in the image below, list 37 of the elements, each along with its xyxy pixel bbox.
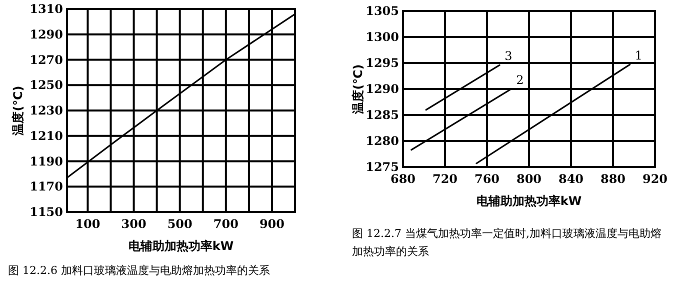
y-tick-label: 1280 xyxy=(366,134,399,148)
x-axis-title: 电辅助加热功率kW xyxy=(476,194,582,208)
y-tick-label: 1310 xyxy=(30,2,63,16)
x-tick-label: 100 xyxy=(75,217,100,231)
x-tick-label: 500 xyxy=(167,217,192,231)
x-tick-label: 840 xyxy=(558,172,584,186)
y-tick-label: 1170 xyxy=(30,180,63,194)
y-tick-label: 1300 xyxy=(366,30,399,44)
x-tick-label: 300 xyxy=(121,217,146,231)
y-tick-label: 1285 xyxy=(366,108,399,122)
x-axis-title: 电辅助加热功率kW xyxy=(128,239,234,253)
y-axis-title: 温度(℃) xyxy=(351,64,365,115)
x-tick-label: 760 xyxy=(474,172,500,186)
y-axis-title: 温度(℃) xyxy=(11,86,25,136)
x-tick-label: 900 xyxy=(259,217,284,231)
caption: 图 12.2.6 加料口玻璃液温度与电助熔加热功率的关系 xyxy=(8,263,271,279)
x-tick-label: 680 xyxy=(390,172,416,186)
series-label: 2 xyxy=(516,73,524,87)
y-tick-label: 1305 xyxy=(366,4,399,18)
y-tick-label: 1150 xyxy=(30,205,63,219)
x-tick-label: 700 xyxy=(213,217,238,231)
series-label: 3 xyxy=(504,49,512,64)
x-tick-label: 800 xyxy=(516,172,542,186)
y-tick-label: 1290 xyxy=(366,82,399,96)
x-tick-label: 920 xyxy=(642,172,668,186)
y-tick-label: 1190 xyxy=(30,154,63,168)
y-tick-label: 1275 xyxy=(366,160,399,174)
y-tick-label: 1290 xyxy=(30,27,63,42)
series-label: 1 xyxy=(634,48,642,63)
y-tick-label: 1250 xyxy=(30,78,63,92)
x-tick-label: 720 xyxy=(432,172,458,186)
y-tick-label: 1295 xyxy=(366,56,399,70)
y-tick-label: 1230 xyxy=(30,104,63,118)
y-tick-label: 1210 xyxy=(30,128,63,143)
caption: 图 12.2.7 当煤气加热功率一定值时,加料口玻璃液温度与电助熔加热功率的关系 xyxy=(352,226,662,260)
y-tick-label: 1270 xyxy=(30,52,63,67)
x-tick-label: 880 xyxy=(600,172,626,186)
